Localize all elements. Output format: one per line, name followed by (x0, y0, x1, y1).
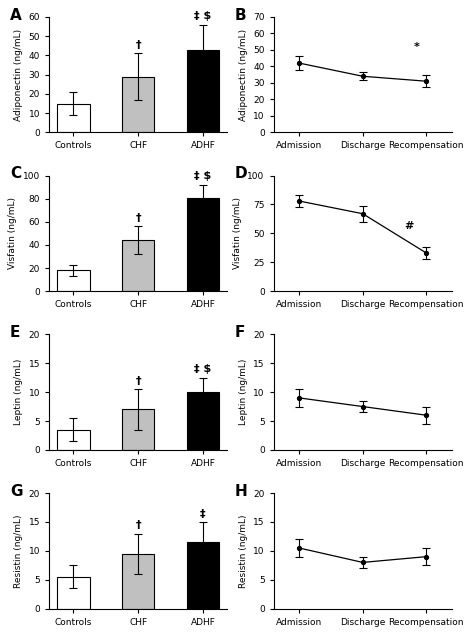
Text: D: D (235, 166, 247, 182)
Text: G: G (10, 484, 22, 499)
Text: *: * (414, 41, 419, 51)
Bar (187, 197, 219, 291)
Y-axis label: Adiponectin (ng/mL): Adiponectin (ng/mL) (14, 29, 23, 121)
Y-axis label: Visfatin (ng/mL): Visfatin (ng/mL) (9, 197, 18, 269)
Text: C: C (10, 166, 21, 182)
Bar (57, 577, 90, 608)
Text: †: † (136, 376, 141, 385)
Text: †: † (136, 213, 141, 223)
Text: ‡ $: ‡ $ (194, 364, 211, 374)
Text: A: A (10, 8, 22, 23)
Bar (122, 410, 155, 450)
Y-axis label: Resistin (ng/mL): Resistin (ng/mL) (238, 514, 247, 587)
Text: †: † (136, 40, 141, 50)
Text: †: † (136, 520, 141, 530)
Text: #: # (404, 221, 414, 231)
Bar (122, 554, 155, 608)
Bar (187, 542, 219, 608)
Bar (122, 77, 155, 132)
Text: ‡: ‡ (200, 509, 206, 519)
Y-axis label: Adiponectin (ng/mL): Adiponectin (ng/mL) (238, 29, 247, 121)
Text: ‡ $: ‡ $ (194, 171, 211, 182)
Y-axis label: Visfatin (ng/mL): Visfatin (ng/mL) (233, 197, 242, 269)
Text: B: B (235, 8, 246, 23)
Y-axis label: Leptin (ng/mL): Leptin (ng/mL) (14, 359, 23, 425)
Bar (187, 392, 219, 450)
Text: F: F (235, 325, 245, 340)
Bar (122, 240, 155, 291)
Text: E: E (10, 325, 20, 340)
Bar (187, 50, 219, 132)
Text: ‡ $: ‡ $ (194, 11, 211, 21)
Y-axis label: Leptin (ng/mL): Leptin (ng/mL) (238, 359, 247, 425)
Bar (57, 104, 90, 132)
Bar (57, 430, 90, 450)
Y-axis label: Resistin (ng/mL): Resistin (ng/mL) (14, 514, 23, 587)
Bar (57, 271, 90, 291)
Text: H: H (235, 484, 247, 499)
